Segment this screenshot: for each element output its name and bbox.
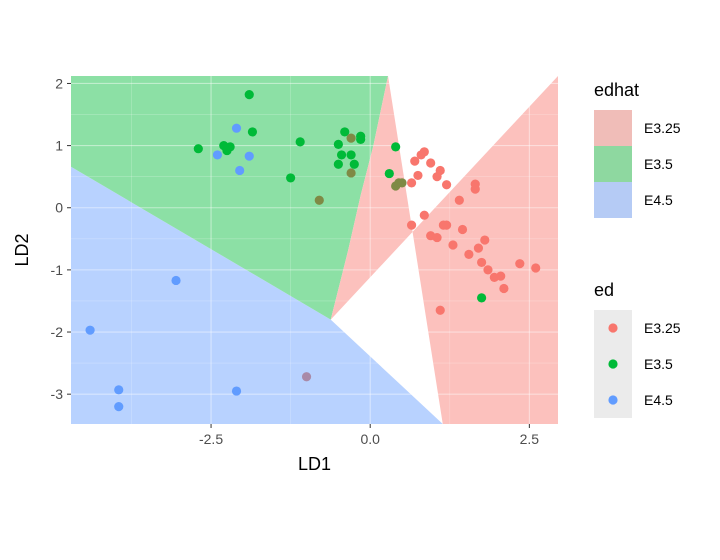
legend-key-fill: [594, 182, 632, 218]
data-point: [340, 127, 350, 137]
x-axis-title: LD1: [298, 454, 331, 474]
data-point: [384, 168, 394, 179]
data-point: [247, 127, 258, 137]
data-point: [333, 159, 343, 169]
legend-title: ed: [594, 280, 614, 300]
data-point: [419, 210, 429, 220]
data-point: [346, 133, 356, 143]
data-point: [85, 325, 95, 335]
data-point: [454, 195, 464, 205]
data-points: [85, 90, 541, 412]
data-point: [346, 168, 356, 178]
grid-lines: [71, 76, 558, 424]
data-point: [295, 137, 305, 147]
axes: -2.5 0.0 2.5 -3 -2 -1 0 1 2: [51, 75, 540, 447]
data-point: [301, 372, 312, 382]
data-point: [114, 402, 124, 412]
data-point: [480, 235, 490, 245]
legend-label: E4.5: [644, 192, 673, 208]
data-point: [441, 180, 452, 190]
legend-key-point: [608, 359, 618, 369]
legend-label: E3.25: [644, 320, 681, 336]
data-point: [515, 259, 525, 269]
data-point: [349, 159, 359, 169]
legend-key-point: [608, 395, 618, 405]
data-point: [457, 224, 468, 235]
legend-key-point: [608, 323, 618, 333]
x-tick-label: 2.5: [520, 431, 540, 447]
data-point: [333, 139, 343, 149]
data-point: [286, 173, 296, 183]
legend-key-fill: [594, 146, 632, 182]
data-point: [244, 151, 254, 161]
y-axis-title: LD2: [12, 233, 32, 266]
data-point: [346, 150, 356, 160]
region-e3-25: [330, 76, 558, 424]
data-point: [356, 131, 366, 141]
region-e3-5: [71, 76, 389, 320]
data-point: [531, 263, 541, 273]
legend-label: E4.5: [644, 392, 673, 408]
data-point: [406, 178, 417, 188]
y-tick-label: 1: [55, 138, 63, 154]
data-point: [419, 147, 429, 157]
y-tick-label: 0: [55, 200, 63, 216]
data-point: [464, 249, 474, 259]
data-point: [448, 240, 458, 250]
legend-label: E3.25: [644, 120, 681, 136]
data-point: [426, 158, 436, 168]
data-point: [397, 178, 407, 188]
legend-key-fill: [594, 110, 632, 146]
x-tick-label: 0.0: [360, 431, 380, 447]
y-tick-label: -1: [51, 262, 64, 278]
data-point: [193, 144, 203, 154]
data-point: [441, 220, 452, 230]
data-point: [391, 142, 401, 152]
data-point: [477, 257, 487, 268]
data-point: [244, 90, 254, 100]
data-point: [212, 150, 223, 160]
data-point: [222, 145, 232, 156]
legend-label: E3.5: [644, 156, 673, 172]
data-point: [435, 305, 445, 315]
data-point: [171, 275, 181, 286]
data-point: [473, 243, 484, 253]
legends: edhat E3.25 E3.5 E4.5 ed E3.25 E3.5 E4.5: [594, 80, 681, 418]
data-point: [410, 156, 420, 166]
data-point: [496, 271, 506, 281]
data-point: [114, 385, 124, 395]
data-point: [477, 293, 487, 303]
data-point: [406, 220, 417, 230]
data-point: [435, 165, 445, 176]
decision-regions: [71, 76, 558, 424]
data-point: [499, 283, 509, 294]
x-tick-label: -2.5: [199, 431, 223, 447]
data-point: [432, 232, 442, 243]
y-tick-label: 2: [55, 75, 63, 91]
legend-label: E3.5: [644, 356, 673, 372]
y-tick-label: -3: [51, 386, 64, 402]
region-e4-5: [71, 166, 443, 424]
data-point: [314, 195, 324, 205]
data-point: [231, 123, 242, 133]
legend-title: edhat: [594, 80, 639, 100]
data-point: [336, 150, 347, 160]
y-tick-label: -2: [51, 324, 64, 340]
data-point: [413, 170, 423, 181]
data-point: [235, 165, 245, 176]
data-point: [470, 184, 480, 194]
data-point: [231, 386, 242, 396]
data-point: [483, 265, 493, 275]
